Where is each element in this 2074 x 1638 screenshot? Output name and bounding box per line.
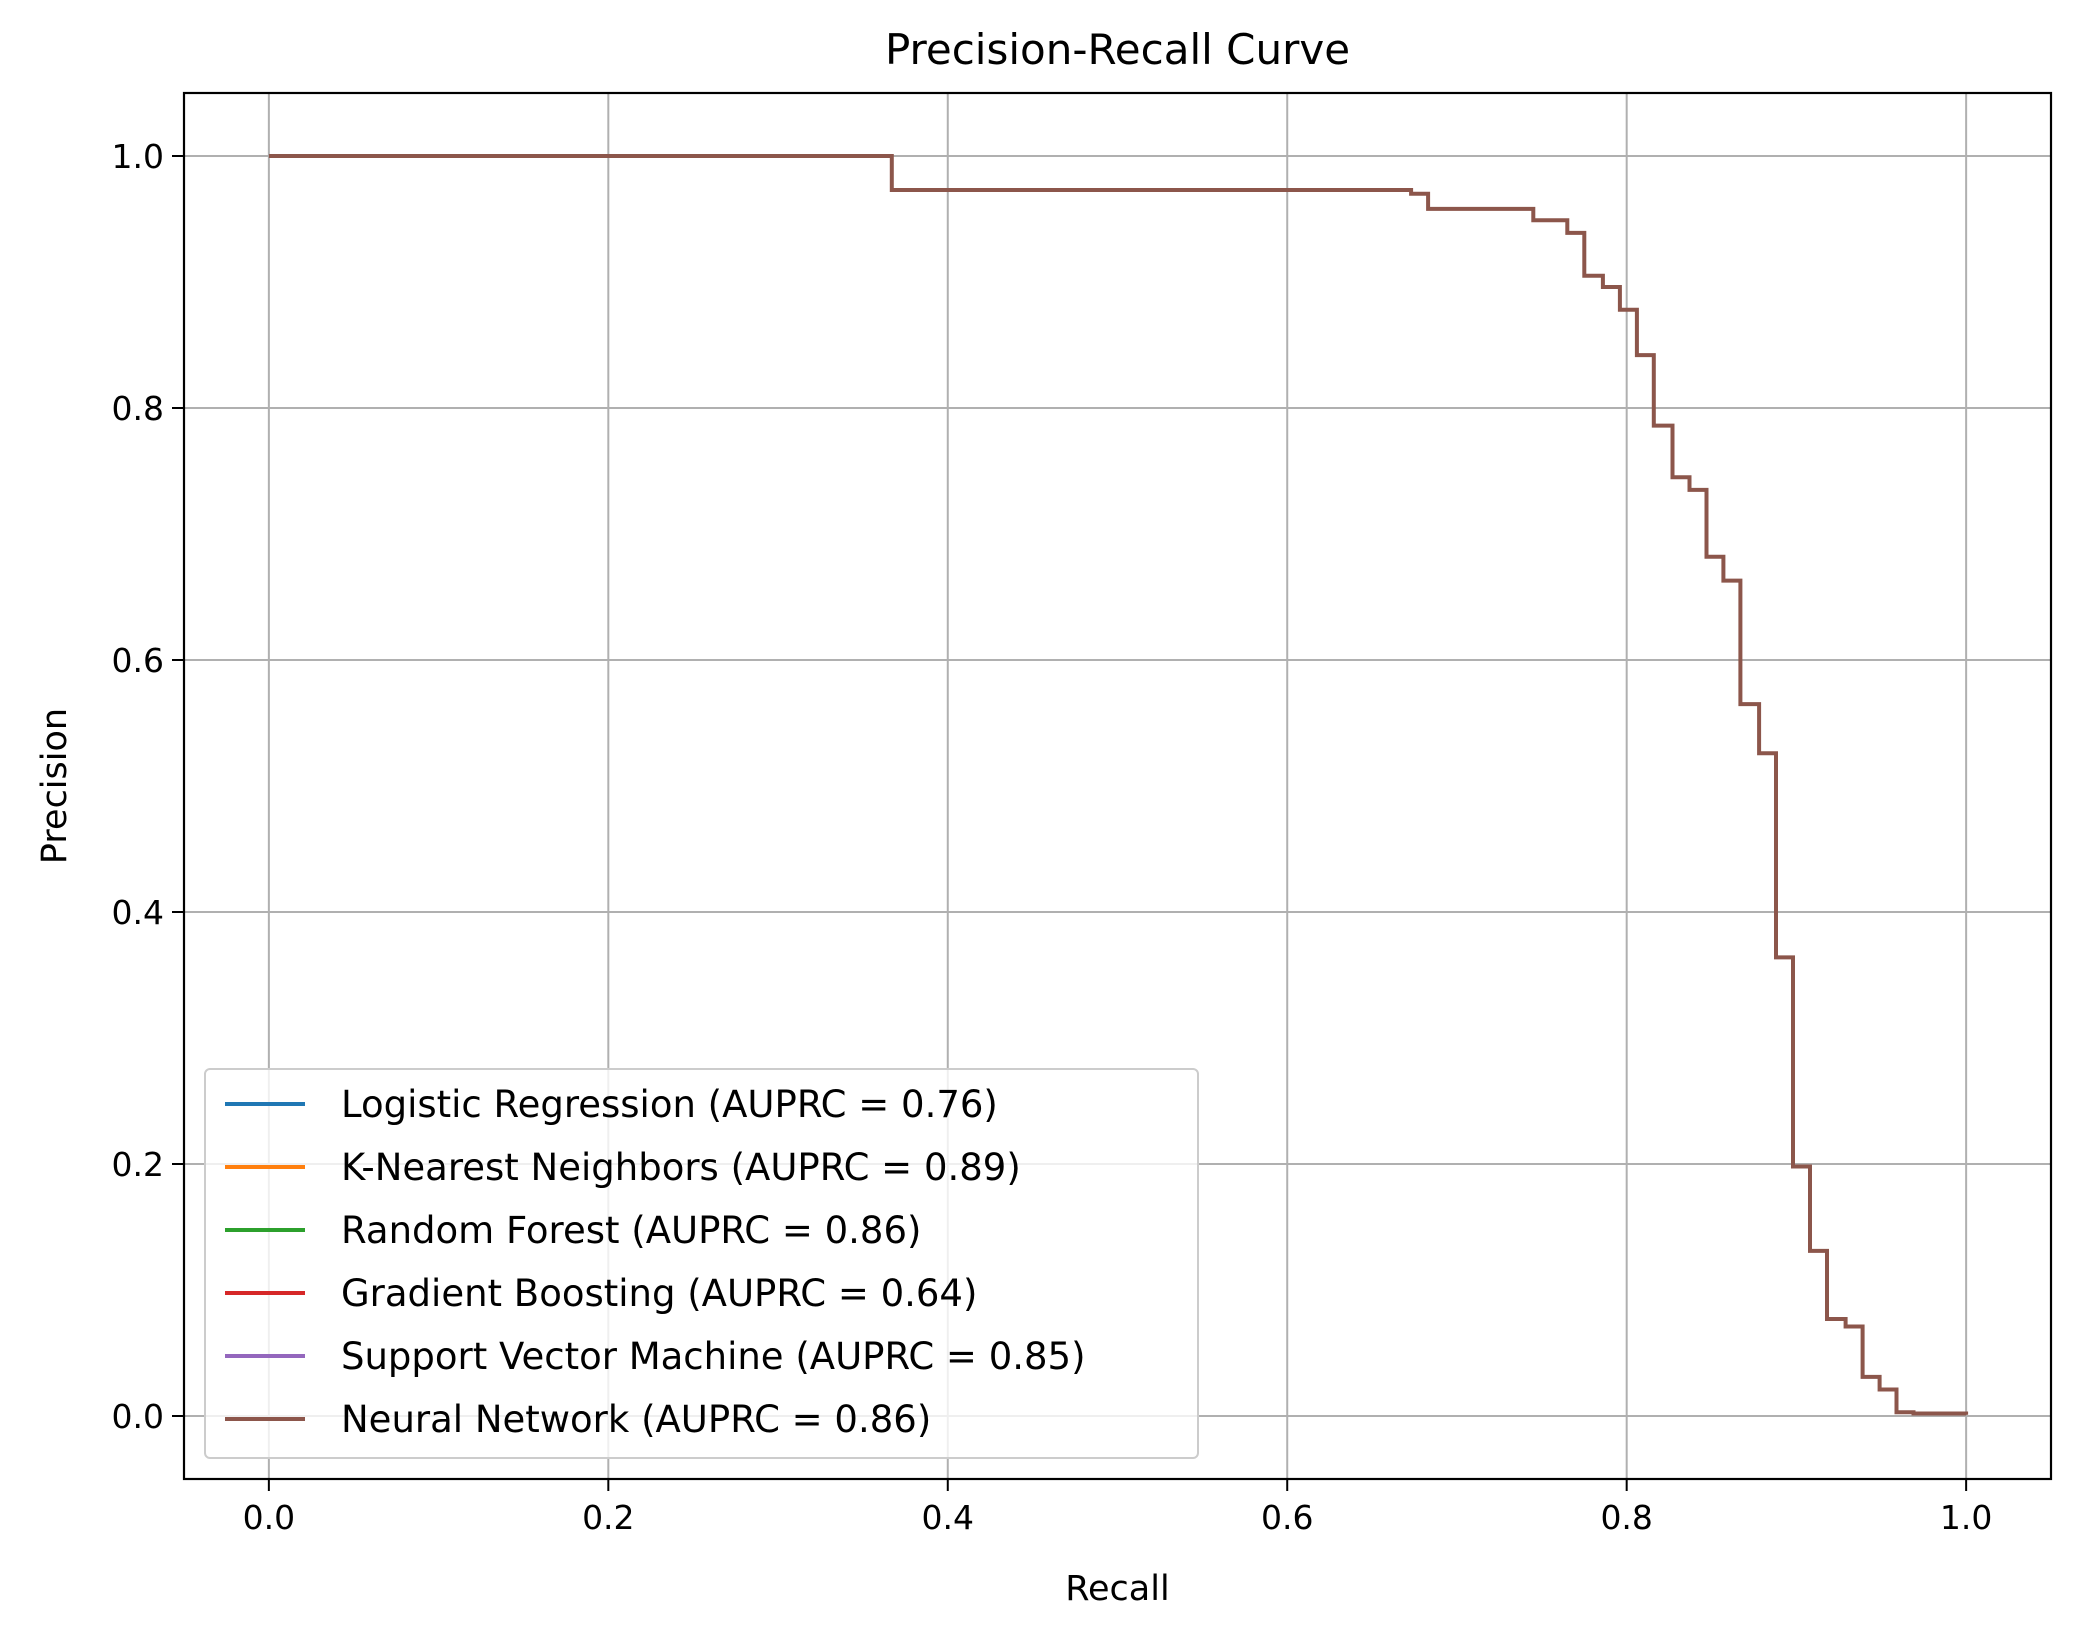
x-tick-label: 1.0 [1940,1498,1992,1537]
series-lines [268,154,1969,1416]
axes-frame [182,91,2053,1481]
x-tick-label: 0.4 [922,1498,974,1537]
x-tick-label: 0.6 [1261,1498,1313,1537]
chart-title: Precision-Recall Curve [885,25,1350,74]
legend-label: Random Forest (AUPRC = 0.86) [341,1209,921,1252]
x-axis-label: Recall [1065,1569,1169,1609]
y-tick-label: 0.0 [112,1397,164,1436]
y-tick-label: 0.6 [112,641,164,680]
x-tick-label: 0.0 [243,1498,295,1537]
legend: Logistic Regression (AUPRC = 0.76) K-Near… [204,1068,1199,1459]
legend-box [204,1068,1199,1459]
legend-label: Logistic Regression (AUPRC = 0.76) [341,1083,998,1126]
y-tick-label: 0.2 [112,1145,164,1184]
y-tick-label: 0.8 [112,389,164,428]
y-tick-label: 0.4 [112,893,164,932]
x-tick-label: 0.2 [582,1498,634,1537]
legend-label: Gradient Boosting (AUPRC = 0.64) [341,1272,977,1315]
x-tick-label: 0.8 [1600,1498,1652,1537]
y-axis-label: Precision [35,708,75,864]
ticks: 0.0 0.2 0.4 0.6 0.8 1.0 0.0 0.2 0.4 0.6 0.8 1.0 [112,137,1993,1537]
series-line-5 [268,154,1969,1416]
legend-label: K-Nearest Neighbors (AUPRC = 0.89) [341,1146,1021,1189]
legend-label: Neural Network (AUPRC = 0.86) [341,1398,931,1441]
y-tick-label: 1.0 [112,137,164,176]
legend-label: Support Vector Machine (AUPRC = 0.85) [341,1335,1086,1378]
